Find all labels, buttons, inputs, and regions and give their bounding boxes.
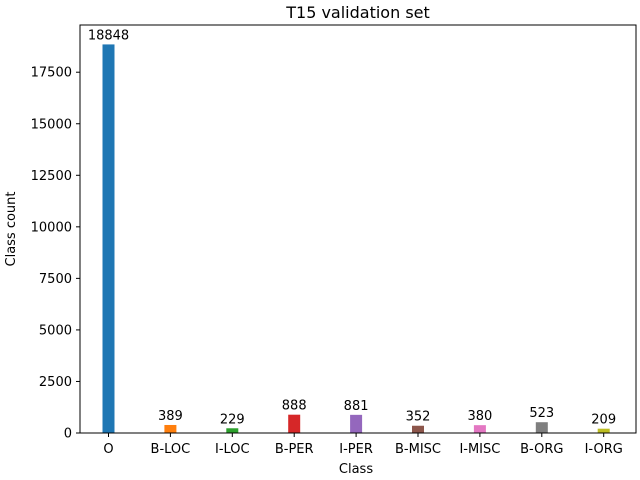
y-tick-label: 7500 [39, 272, 72, 287]
x-tick-label: B-MISC [395, 442, 441, 457]
plot-frame [79, 24, 637, 434]
x-tick-label: B-LOC [151, 442, 191, 457]
x-tick-label: B-ORG [520, 442, 563, 457]
bar-b-misc [412, 425, 424, 433]
y-tick-label: 15000 [31, 117, 72, 132]
x-axis-label: Class [339, 462, 373, 477]
bar-value-label: 888 [282, 399, 307, 414]
y-tick-label: 5000 [39, 323, 72, 338]
x-tick-label: I-LOC [215, 442, 250, 457]
x-tick-label: I-PER [339, 442, 373, 457]
bar-i-org [597, 428, 610, 433]
bar-value-label: 380 [467, 409, 492, 424]
bar-value-label: 523 [529, 406, 554, 421]
y-axis-ticks: 0 2500 5000 7500 10000 12500 15000 17500 [31, 66, 80, 442]
bar-i-loc [226, 428, 239, 433]
y-tick-label: 17500 [31, 66, 72, 81]
bar-value-label: 352 [406, 410, 431, 425]
x-tick-label: O [103, 442, 113, 457]
bar-b-org [535, 422, 548, 433]
x-tick-label: B-PER [275, 442, 314, 457]
bar-labels-group: 18848 389 229 888 881 352 380 523 209 [88, 28, 616, 427]
x-axis-ticks: O B-LOC I-LOC B-PER I-PER B-MISC I-MISC B-ORG I-… [103, 433, 623, 457]
bar-b-loc [164, 424, 177, 433]
bar-value-label: 881 [344, 399, 369, 414]
x-tick-label: I-MISC [459, 442, 500, 457]
bar-value-label: 209 [591, 413, 616, 428]
bar-i-per [350, 414, 363, 433]
y-tick-label: 10000 [31, 220, 72, 235]
bar-o [102, 44, 115, 434]
bars-group [102, 44, 610, 434]
y-tick-label: 12500 [31, 169, 72, 184]
bar-value-label: 229 [220, 412, 245, 427]
x-tick-label: I-ORG [585, 442, 623, 457]
bar-i-misc [473, 425, 486, 433]
y-tick-label: 2500 [39, 375, 72, 390]
bar-value-label: 389 [158, 409, 183, 424]
bar-value-label: 18848 [88, 28, 129, 43]
y-axis-label: Class count [4, 191, 19, 266]
y-tick-label: 0 [64, 427, 72, 442]
bar-b-per [288, 414, 301, 433]
chart-title: T15 validation set [285, 3, 430, 22]
